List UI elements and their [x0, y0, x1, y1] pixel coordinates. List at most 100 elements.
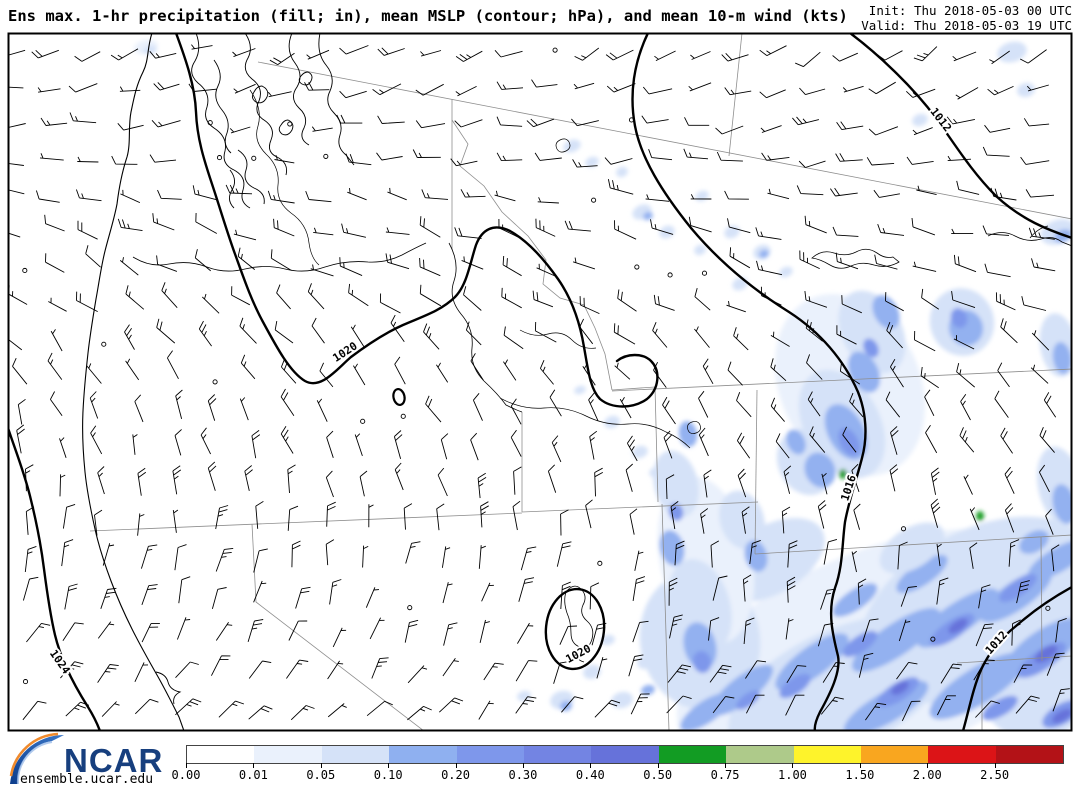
wind-barb [436, 503, 445, 531]
wind-barb [25, 506, 35, 535]
wind-barb [291, 540, 301, 568]
wind-barb [688, 82, 712, 92]
wind-barb [515, 660, 538, 682]
wind-barb [741, 506, 750, 534]
wind-barb [936, 695, 956, 716]
wind-barb [862, 618, 879, 642]
colorbar-tick-label: 0.10 [373, 768, 403, 782]
wind-barb [102, 543, 115, 566]
wind-barb [354, 433, 363, 457]
wind-barb [267, 190, 295, 204]
wind-barb [327, 703, 347, 718]
wind-barb [1020, 156, 1050, 165]
wind-barb [455, 50, 483, 62]
wind-barb [1039, 427, 1055, 453]
wind-barb [662, 396, 676, 425]
wind-barb [460, 189, 486, 198]
yellowstone-lake [687, 421, 701, 434]
wind-barb [795, 51, 821, 68]
wind-barb [911, 217, 936, 236]
wind-barb [694, 287, 711, 311]
wind-barb [218, 700, 245, 718]
wind-barb [311, 317, 325, 344]
wind-barb [1004, 466, 1015, 494]
wind-barb [749, 539, 761, 565]
wind-barb [350, 324, 365, 347]
wind-barb [304, 81, 330, 91]
wind-barb [737, 468, 747, 498]
wind-barb [560, 581, 571, 610]
wind-barb [630, 693, 650, 715]
wind-barb [339, 45, 369, 55]
wind-barb [832, 52, 858, 62]
wind-barb [625, 463, 634, 492]
wind-barb [604, 157, 633, 165]
wind-barb [480, 501, 489, 528]
precip-blob [896, 554, 948, 594]
wind-barb [77, 220, 98, 240]
precip-blob [643, 211, 653, 221]
wind-barb [26, 622, 51, 643]
wind-barb [425, 395, 442, 423]
wind-barb [276, 284, 291, 310]
contour-1020-closed-low [544, 587, 606, 671]
wind-barb [724, 87, 752, 96]
wind-barb [415, 83, 444, 96]
precip-blob [604, 415, 620, 429]
wind-barb [290, 705, 315, 721]
wind-barb [97, 621, 115, 639]
calm-wind-marker [634, 264, 640, 270]
colorbar-tick-label: 0.50 [643, 768, 673, 782]
wind-barb [930, 467, 940, 495]
contour-1020-main [175, 34, 659, 408]
border-ca-nv [251, 523, 424, 730]
wind-barb [31, 49, 59, 59]
border-37n [956, 655, 1071, 664]
wind-barb [345, 153, 372, 166]
wind-barb [132, 434, 138, 455]
wind-barb [982, 146, 1010, 157]
wind-barb [359, 470, 368, 497]
wind-barb [702, 358, 714, 385]
wind-barb [369, 617, 385, 640]
wind-barb [137, 513, 145, 536]
wind-barb [770, 358, 787, 382]
colorbar-tick [792, 763, 794, 768]
precip-blob [517, 690, 531, 702]
wind-barb [253, 548, 268, 573]
wind-barb [817, 500, 827, 529]
colorbar-tick-label: 0.00 [171, 768, 201, 782]
wind-barb [191, 44, 213, 50]
page-title: Ens max. 1-hr precipitation (fill; in), … [8, 7, 848, 25]
wind-barb [975, 700, 1000, 718]
wind-barb [573, 82, 595, 90]
wind-barb [698, 390, 709, 418]
wind-barb [703, 469, 712, 498]
wind-barb [889, 464, 899, 492]
colorbar-segment [389, 746, 457, 763]
wind-barb [648, 149, 673, 161]
wind-barb [786, 665, 807, 684]
wind-barb [674, 540, 685, 566]
wind-barb [963, 474, 973, 495]
wind-barb [153, 82, 180, 91]
wind-barb [716, 151, 743, 162]
wind-barb [712, 696, 735, 714]
wind-barb [817, 622, 834, 647]
snake-river-plain [499, 397, 691, 449]
wind-barb [670, 501, 679, 530]
wind-barb [709, 664, 732, 683]
wind-barb [44, 214, 65, 232]
wind-barb [1052, 688, 1070, 712]
wind-barb [532, 290, 554, 308]
wind-barb [1031, 330, 1050, 351]
wind-barb [896, 661, 918, 680]
wind-barb [916, 185, 937, 196]
wind-barb [478, 700, 494, 720]
border-canada [257, 61, 1071, 220]
wind-barb [900, 585, 917, 607]
wind-barb [510, 429, 522, 457]
wind-barb [786, 576, 796, 603]
wind-barb [627, 435, 638, 462]
wind-barb [594, 699, 621, 718]
